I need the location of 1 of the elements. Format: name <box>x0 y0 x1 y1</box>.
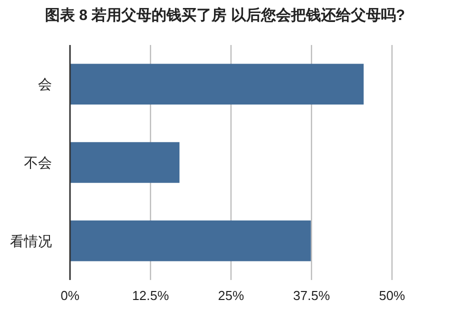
title: 图表 8 若用父母的钱买了房 以后您会把钱还给父母吗? <box>45 7 405 24</box>
